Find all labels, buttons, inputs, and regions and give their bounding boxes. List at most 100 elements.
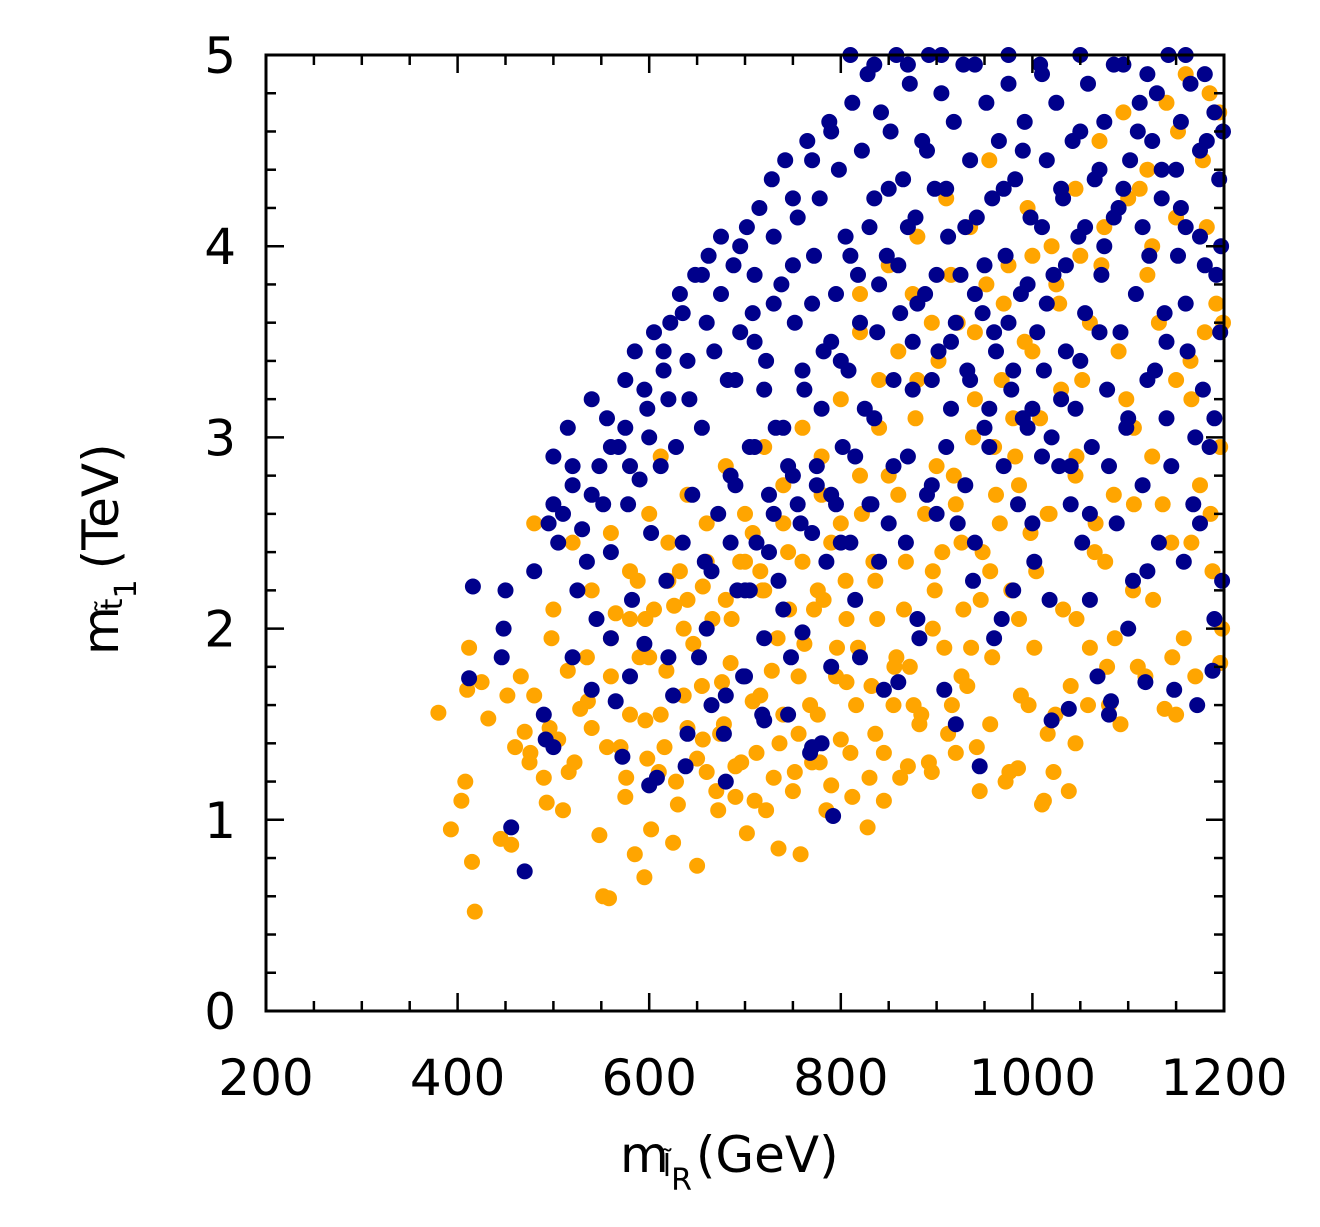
navy-point xyxy=(796,381,813,398)
orange-point xyxy=(867,725,884,742)
navy-point xyxy=(713,286,729,302)
orange-point xyxy=(852,467,868,484)
orange-point xyxy=(652,706,669,723)
orange-point xyxy=(559,662,576,679)
orange-point xyxy=(639,750,656,767)
orange-point xyxy=(871,372,888,388)
x-axis-subsub: R xyxy=(671,1163,692,1198)
navy-point xyxy=(1000,75,1017,92)
navy-point xyxy=(691,649,707,666)
navy-point xyxy=(737,668,753,685)
orange-point xyxy=(679,591,696,608)
navy-point xyxy=(1007,171,1024,188)
orange-point xyxy=(1154,496,1171,513)
orange-point xyxy=(794,553,811,570)
navy-point xyxy=(1196,66,1213,83)
orange-point xyxy=(535,769,552,786)
navy-point xyxy=(966,56,983,73)
navy-point xyxy=(1139,372,1156,388)
navy-point xyxy=(1096,238,1113,255)
navy-point xyxy=(995,458,1012,475)
navy-point xyxy=(794,362,811,379)
navy-point xyxy=(710,505,727,522)
orange-point xyxy=(1051,295,1068,312)
orange-point xyxy=(1125,496,1142,513)
navy-point xyxy=(662,314,679,331)
navy-point xyxy=(1053,180,1070,197)
orange-point xyxy=(859,819,876,836)
orange-point xyxy=(748,744,765,761)
orange-point xyxy=(1072,247,1089,264)
navy-point xyxy=(1022,209,1039,226)
navy-point xyxy=(1048,94,1065,111)
orange-point xyxy=(829,639,845,656)
navy-point xyxy=(850,266,866,283)
navy-point xyxy=(981,400,998,417)
orange-point xyxy=(794,419,811,436)
navy-point xyxy=(943,333,959,350)
navy-point xyxy=(1062,496,1079,513)
navy-point xyxy=(901,75,918,92)
navy-point xyxy=(978,94,995,111)
y-axis-title: mt̃1 (TeV) xyxy=(72,443,144,655)
orange-point xyxy=(1139,161,1156,178)
orange-point xyxy=(765,769,782,786)
navy-point xyxy=(761,486,777,503)
navy-point xyxy=(639,400,656,417)
orange-point xyxy=(896,601,912,618)
orange-point xyxy=(1112,716,1129,733)
orange-point xyxy=(578,649,595,666)
orange-point xyxy=(1145,591,1162,608)
orange-point xyxy=(668,773,684,790)
navy-point xyxy=(622,668,638,685)
navy-point xyxy=(938,439,955,455)
navy-point xyxy=(873,104,889,121)
navy-point xyxy=(758,352,775,369)
navy-point xyxy=(1010,496,1026,513)
navy-point xyxy=(1051,458,1068,475)
orange-point xyxy=(886,658,903,675)
orange-point xyxy=(837,572,854,589)
orange-point xyxy=(746,792,763,809)
navy-point xyxy=(1096,113,1113,130)
navy-point xyxy=(1101,458,1117,475)
orange-point xyxy=(665,834,682,851)
navy-point xyxy=(882,123,899,140)
navy-point xyxy=(847,448,864,465)
navy-point xyxy=(607,693,624,710)
navy-point xyxy=(641,429,658,446)
navy-point xyxy=(526,563,543,580)
navy-point xyxy=(984,190,1001,207)
navy-point xyxy=(1131,94,1148,111)
navy-point xyxy=(1110,200,1127,216)
navy-point xyxy=(1045,266,1062,283)
navy-point xyxy=(871,276,888,293)
x-axis-base: m xyxy=(620,1126,669,1184)
orange-point xyxy=(1110,343,1127,360)
navy-point xyxy=(1108,515,1125,532)
orange-point xyxy=(669,796,686,813)
navy-point xyxy=(698,314,715,331)
navy-point xyxy=(899,56,916,73)
navy-point xyxy=(1156,305,1173,322)
navy-point xyxy=(1014,142,1031,159)
orange-point xyxy=(966,324,983,341)
navy-point xyxy=(540,515,557,532)
navy-point xyxy=(866,410,883,427)
orange-point xyxy=(1026,639,1043,656)
navy-point xyxy=(1034,66,1050,83)
navy-point xyxy=(962,152,979,169)
navy-point xyxy=(564,649,581,666)
navy-point xyxy=(1177,219,1194,236)
navy-point xyxy=(976,419,993,436)
orange-point xyxy=(694,578,711,595)
orange-point xyxy=(526,515,543,532)
orange-point xyxy=(953,534,970,551)
navy-point xyxy=(853,142,870,159)
navy-point xyxy=(988,343,1004,360)
navy-point xyxy=(784,190,801,207)
orange-point xyxy=(622,706,638,723)
navy-point xyxy=(746,439,763,455)
orange-point xyxy=(660,534,677,551)
navy-point xyxy=(804,295,821,312)
